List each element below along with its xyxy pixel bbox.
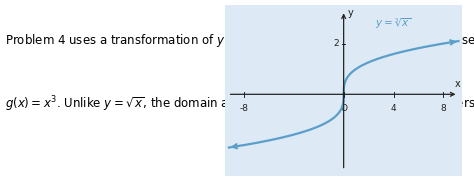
Text: Problem 4 uses a transformation of $y = \sqrt[3]{x}$. The function $f(x) = \sqrt: Problem 4 uses a transformation of $y = … xyxy=(5,33,474,50)
Text: O: O xyxy=(340,104,347,113)
Text: $y = \sqrt[3]{x}$: $y = \sqrt[3]{x}$ xyxy=(375,16,411,31)
Text: y: y xyxy=(348,8,354,18)
Text: 8: 8 xyxy=(440,104,447,113)
Text: x: x xyxy=(455,79,461,89)
Text: 2: 2 xyxy=(334,39,339,48)
Text: $g(x) = x^3$. Unlike $y = \sqrt{x}$, the domain and range of $f(x) = \sqrt[3]{x}: $g(x) = x^3$. Unlike $y = \sqrt{x}$, the… xyxy=(5,94,474,114)
Text: 4: 4 xyxy=(391,104,396,113)
Text: -8: -8 xyxy=(239,104,248,113)
